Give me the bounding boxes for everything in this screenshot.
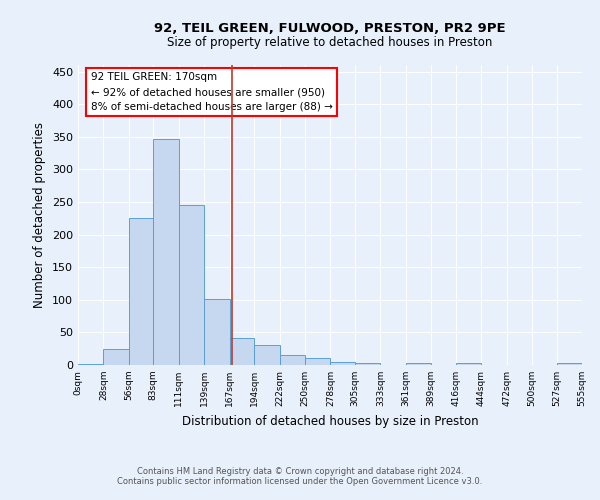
Text: Contains HM Land Registry data © Crown copyright and database right 2024.: Contains HM Land Registry data © Crown c… — [137, 467, 463, 476]
Text: 92 TEIL GREEN: 170sqm
← 92% of detached houses are smaller (950)
8% of semi-deta: 92 TEIL GREEN: 170sqm ← 92% of detached … — [91, 72, 332, 112]
Bar — [78, 364, 103, 365]
Bar — [230, 338, 254, 365]
Bar — [280, 355, 305, 365]
Bar — [179, 204, 204, 365]
Bar — [254, 346, 280, 365]
Text: Size of property relative to detached houses in Preston: Size of property relative to detached ho… — [167, 36, 493, 49]
Y-axis label: Number of detached properties: Number of detached properties — [34, 122, 46, 308]
Text: Contains public sector information licensed under the Open Government Licence v3: Contains public sector information licen… — [118, 477, 482, 486]
Bar — [557, 363, 582, 365]
Bar — [154, 140, 179, 365]
X-axis label: Distribution of detached houses by size in Preston: Distribution of detached houses by size … — [182, 414, 478, 428]
Bar — [204, 299, 230, 365]
Bar — [355, 363, 380, 365]
Text: 92, TEIL GREEN, FULWOOD, PRESTON, PR2 9PE: 92, TEIL GREEN, FULWOOD, PRESTON, PR2 9P… — [154, 22, 506, 36]
Bar — [129, 218, 154, 365]
Bar — [305, 358, 331, 365]
Bar — [456, 363, 481, 365]
Bar — [331, 362, 355, 365]
Bar — [103, 348, 129, 365]
Bar — [406, 363, 431, 365]
